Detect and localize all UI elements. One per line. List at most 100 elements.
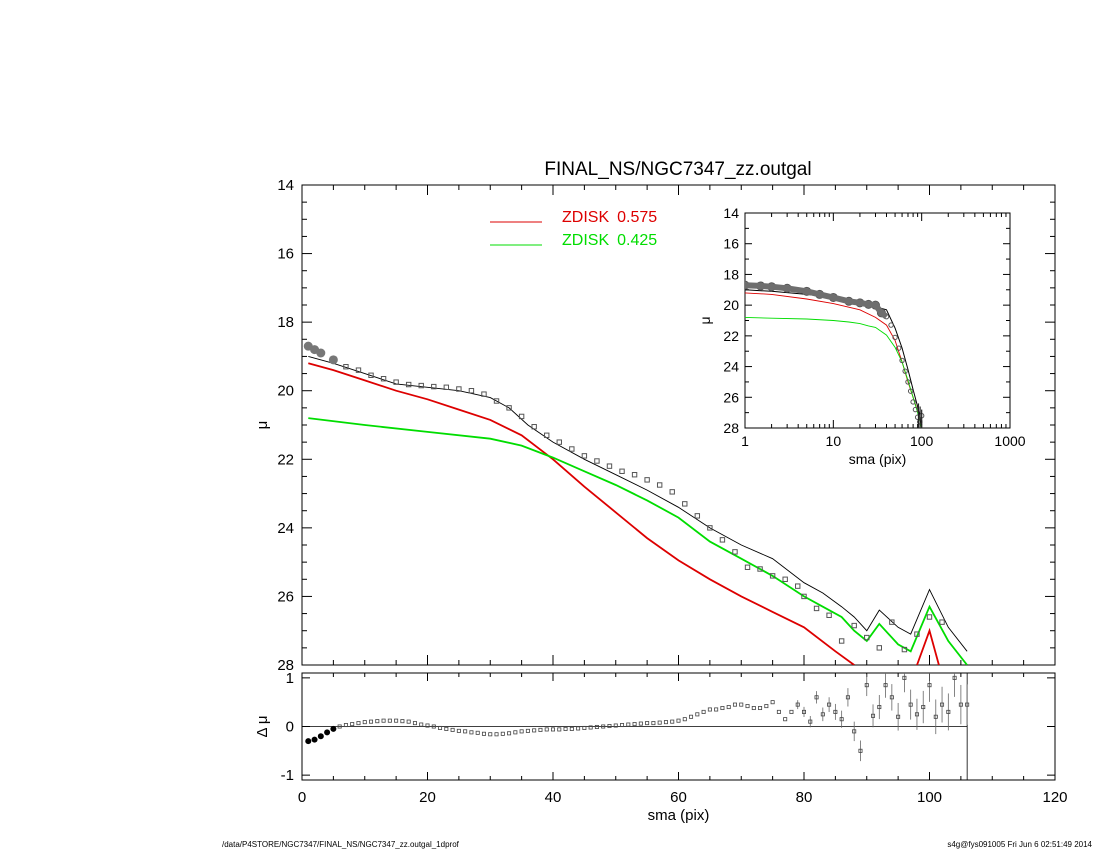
main-data-point [380,376,387,382]
residual-point [682,717,687,722]
residual-point [864,683,869,688]
main-data-point [594,458,600,464]
residual-point [958,702,963,707]
main-data-point [914,631,920,637]
inset-ytick-label: 22 [723,328,739,344]
inset-xlabel: sma (pix) [849,451,907,467]
main-data-point [939,619,945,625]
residual-point [814,695,819,700]
residual-point [500,731,505,736]
inset-xtick-label: 1000 [994,433,1025,449]
main-data-point [901,646,908,653]
inset-ytick-label: 20 [723,297,739,313]
residual-point [463,729,468,734]
residual-point [902,675,907,680]
main-data-point [732,549,738,555]
residual-point [933,714,938,719]
residual-point [406,719,411,724]
residual-point [764,704,769,709]
inset-xtick-label: 1 [741,433,749,449]
main-data-point [795,583,801,589]
inset-ytick-label: 18 [723,266,739,282]
main-data-point [757,566,763,572]
residual-point [896,714,901,719]
main-data-point [355,367,362,373]
residual-point [751,706,756,711]
residual-point [538,727,543,732]
inset-data-point [905,379,911,385]
main-data-point [876,645,882,651]
residual-point [394,718,399,723]
residual-point [940,702,945,707]
residual-point [305,738,312,745]
residual-point [607,724,612,729]
legend: ZDISK 0.575 ZDISK 0.425 [490,209,657,249]
main-data-point [838,638,845,644]
inset-ylabel: μ [697,316,713,324]
inset-ytick-label: 24 [723,359,739,375]
main-ytick-label: 20 [277,383,294,400]
main-data-point [864,634,870,641]
residual-point [362,720,367,725]
residual-xtick-label: 120 [1042,789,1067,806]
main-data-point [456,386,462,392]
residual-point [651,721,656,726]
residual-point [438,725,443,730]
residual-point [576,726,581,731]
residual-point [632,722,637,727]
residual-point [720,706,725,711]
inset-panel: 14 16 18 20 22 24 26 281 10 100 1000 sma (pix) μ [697,205,1026,467]
main-data-point [801,593,807,600]
main-data-point [418,382,424,389]
residual-point [808,719,813,724]
residual-point [475,730,480,735]
main-data-point [481,391,487,397]
main-data-point [826,612,832,618]
main-data-point [518,413,525,420]
main-data-point [719,537,726,543]
main-data-point [644,477,650,483]
main-series-total [308,355,968,652]
residual-point [946,709,951,714]
residual-point [532,728,537,733]
main-data-point [744,564,751,570]
residual-point [626,722,631,727]
inset-data-point [902,368,908,374]
residual-point [789,709,794,714]
residual-point [525,728,530,733]
residual-point [695,712,700,717]
residual-point [469,730,474,735]
residual-point [613,723,618,728]
legend-label-zdisk-0425: ZDISK 0.425 [562,232,657,249]
main-data-point [782,576,788,582]
inset-xtick-label: 10 [826,433,842,449]
residual-point [645,721,650,726]
main-data-point [556,439,562,445]
residual-xtick-label: 20 [419,789,436,806]
main-data-point [393,379,399,385]
main-data-point [926,614,933,620]
main-data-point [769,573,776,579]
main-data-point [569,446,575,452]
main-series-zdisk1 [308,362,855,665]
inset-data-band [745,282,889,320]
main-series-zdisk2 [308,417,968,665]
residual-point [839,717,844,722]
main-ylabel: μ [254,421,271,430]
residual-point [544,727,549,732]
residual-point [965,702,970,707]
inset-xtick-label: 100 [910,433,934,449]
inset-data-point [899,357,905,364]
main-ytick-label: 14 [277,177,294,194]
main-data-point [606,463,613,469]
legend-name-zdisk-0425: ZDISK [562,232,609,249]
inset-ytick-label: 14 [723,205,739,221]
main-ytick-label: 28 [277,657,294,674]
residual-xtick-label: 100 [917,789,942,806]
residual-point [739,702,744,707]
residual-point [324,729,331,736]
residual-ytick-label: -1 [281,767,294,784]
residual-point [707,707,712,712]
inset-data-point [896,345,902,351]
